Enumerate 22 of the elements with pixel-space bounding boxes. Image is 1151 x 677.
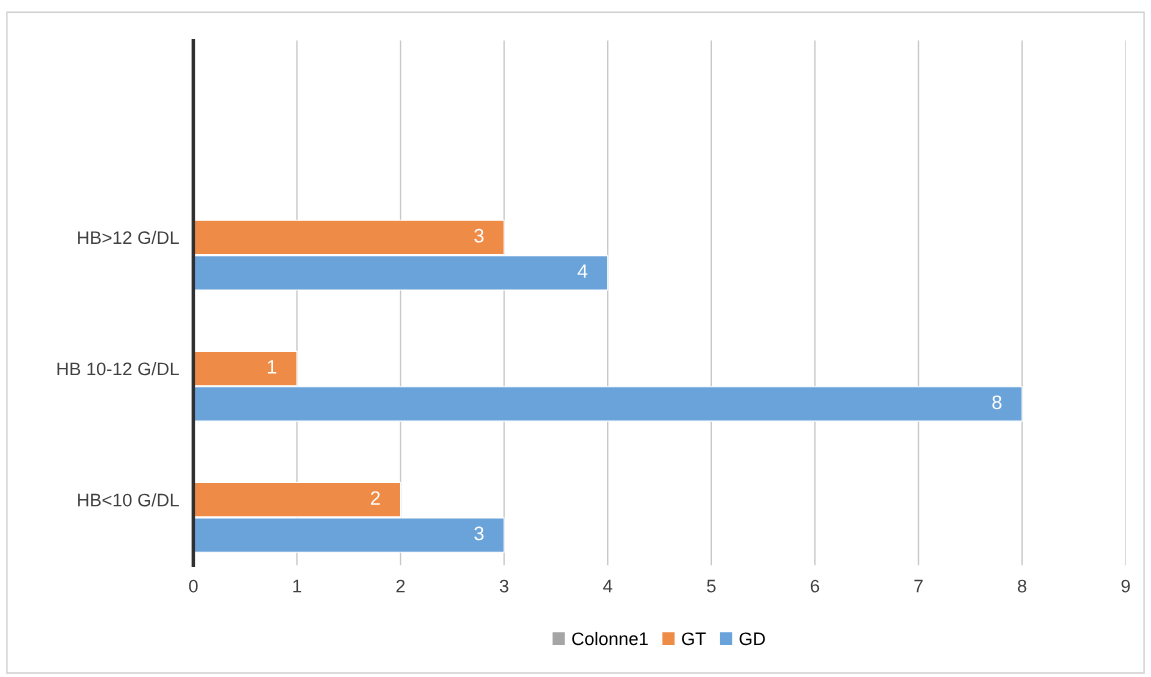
x-tick-label: 1 [293, 579, 302, 593]
x-tick-label: 3 [499, 579, 509, 593]
x-tick-label: 0 [189, 579, 198, 593]
y-tick-label: HB 10-12 G/DL [57, 362, 179, 376]
x-tick-label: 8 [1017, 579, 1027, 593]
x-tick-label: 6 [810, 579, 820, 593]
data-label: 8 [992, 395, 1002, 410]
x-tick-label: 4 [603, 579, 613, 593]
x-tick-label: 9 [1121, 579, 1130, 593]
data-label: 1 [267, 360, 277, 374]
x-tick-label: 5 [707, 579, 716, 593]
data-label: 3 [474, 228, 484, 243]
x-tick-label: 7 [914, 579, 923, 593]
y-tick-label: HB<10 G/DL [78, 493, 179, 507]
legend-label: Colonne1 [572, 631, 648, 646]
data-label: 2 [370, 491, 380, 505]
data-label: 3 [474, 526, 484, 541]
data-label: 4 [577, 264, 588, 278]
x-tick-label: 2 [396, 579, 405, 593]
y-tick-label: HB>12 G/DL [78, 230, 179, 245]
legend-label: GT [682, 632, 706, 646]
legend-label: GD [739, 632, 765, 646]
